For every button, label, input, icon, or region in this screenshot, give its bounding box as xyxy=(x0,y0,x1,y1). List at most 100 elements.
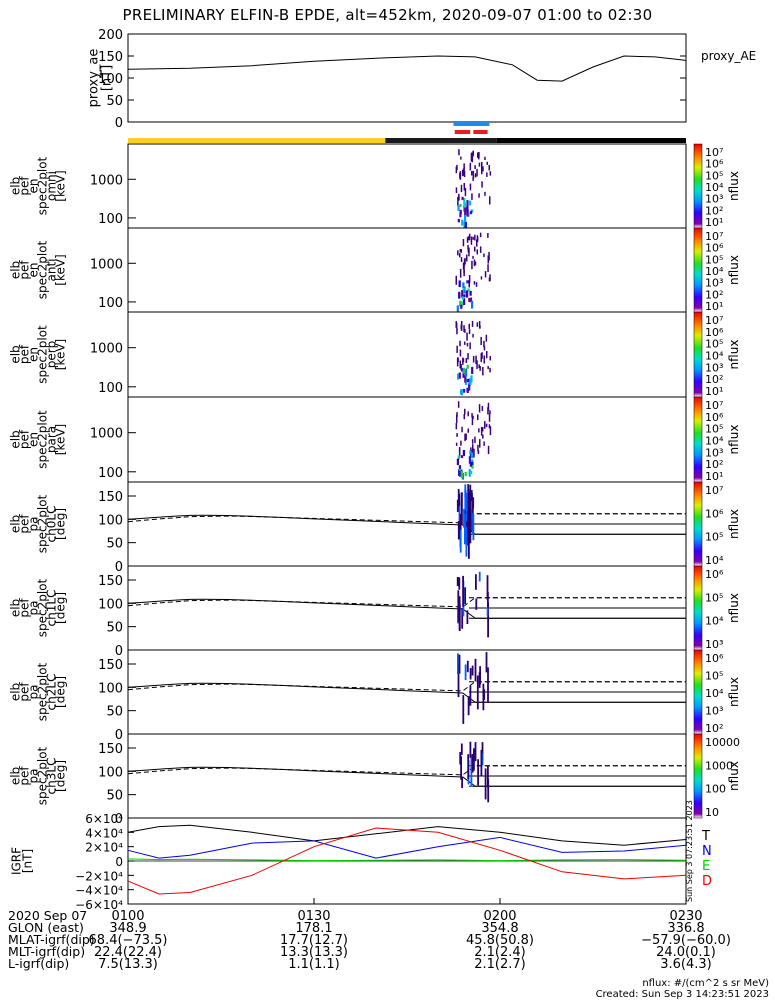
ylabel-line: omni xyxy=(45,171,59,201)
spectrogram-speckle xyxy=(486,172,488,177)
spectrogram-speckle xyxy=(489,356,491,361)
spectrogram-patch xyxy=(460,470,463,478)
pa-flux-streak xyxy=(466,660,469,673)
spectrogram-patch xyxy=(469,200,472,206)
colorbar-elb_pef_en_spec2plot_anti xyxy=(693,227,703,313)
spectrogram-speckle xyxy=(474,436,476,443)
spectrogram-speckle xyxy=(462,239,465,247)
colorbar-tick-label: 10⁶ xyxy=(705,326,724,339)
ylabel-line: ch2LC xyxy=(45,674,59,711)
ylabel-line: elb xyxy=(9,683,23,701)
igrf-series-D xyxy=(127,827,687,895)
spectrogram-speckle xyxy=(460,323,463,331)
status-bar-dark xyxy=(385,138,497,143)
spectrogram-patch xyxy=(464,214,467,222)
spectrogram-speckle xyxy=(478,162,481,167)
pa-flux-streak xyxy=(484,768,487,800)
ylabel-line: pef xyxy=(18,260,32,280)
igrf-series-T xyxy=(127,824,687,846)
pa-flux-streak xyxy=(487,591,489,611)
igrf-tick-label: 2×10⁴ xyxy=(85,841,123,855)
spectrogram-speckle xyxy=(467,353,469,360)
pa-flux-streak xyxy=(457,590,460,623)
ephemeris-value: 3.6(4.3) xyxy=(660,957,712,972)
ylabel-line: pa xyxy=(27,769,41,784)
ephemeris-value: 22.4(22.4) xyxy=(94,945,162,960)
spectrogram-speckle xyxy=(484,156,486,160)
ephemeris-value: 2.1(2.7) xyxy=(474,957,526,972)
ylabel-line: pef xyxy=(18,176,32,196)
colorbar-title-text: nflux xyxy=(727,761,741,791)
colorbar-elb_pef_en_spec2plot_para xyxy=(693,396,703,483)
spectrogram-patch xyxy=(464,221,467,228)
spectrogram-patch xyxy=(460,304,463,309)
spectrogram-speckle xyxy=(464,257,466,265)
ephem-label-mlt: MLT-igrf(dip) xyxy=(8,944,86,959)
spectrogram-patch xyxy=(466,364,469,369)
spectrogram-patch xyxy=(471,461,474,465)
colorbar-tick-label: 10000 xyxy=(705,736,740,749)
spectrogram-speckle xyxy=(475,282,478,287)
ephemeris-value: 2.1(2.4) xyxy=(474,945,526,960)
y-tick-label: 1000 xyxy=(90,257,123,272)
y-tick-label: 50 xyxy=(106,789,123,804)
science-bar-red-2 xyxy=(473,130,488,134)
spectrogram-speckle xyxy=(476,239,478,247)
colorbar-tick-label: 10³ xyxy=(705,446,723,459)
spectrogram-speckle xyxy=(473,281,476,285)
spectrogram-patch xyxy=(463,198,466,206)
pa-flux-streak xyxy=(476,675,479,710)
spectrogram-speckle xyxy=(462,168,465,176)
colorbar-tick-label: 10⁷ xyxy=(705,230,723,243)
spectrogram-patch xyxy=(471,300,474,309)
ephemeris-value: 13.3(13.3) xyxy=(280,945,348,960)
spectrogram-speckle xyxy=(479,366,481,371)
proxy-ae-legend: proxy_AE xyxy=(701,49,757,63)
spectrogram-patch xyxy=(458,372,461,379)
y-tick-label: 0 xyxy=(115,728,123,743)
colorbar-title: nflux xyxy=(727,425,741,455)
spectrogram-speckle xyxy=(489,426,492,436)
spectrogram-speckle xyxy=(471,170,473,176)
panel-frame-elb_pef_en_spec2plot_anti xyxy=(127,227,687,313)
spectrogram-speckle xyxy=(457,196,459,206)
pa-flux-streak xyxy=(486,607,489,616)
colorbar-title-text: nflux xyxy=(727,425,741,455)
colorbar-title-text: nflux xyxy=(727,593,741,623)
spectrogram-speckle xyxy=(483,340,485,347)
spectrogram-patch xyxy=(463,294,466,298)
ephemeris-value: 1.1(1.1) xyxy=(288,957,340,972)
spectrogram-patch xyxy=(469,461,472,467)
panel-frame-elb_pef_en_spec2plot_para xyxy=(127,396,687,483)
spectrogram-speckle xyxy=(468,329,471,335)
ylabel-line: pef xyxy=(18,514,32,534)
proxy-ae-tick-label: 200 xyxy=(98,28,123,43)
igrf-tick-label: −2×10⁴ xyxy=(75,869,123,883)
spectrogram-speckle xyxy=(463,171,466,178)
spectrogram-speckle xyxy=(476,168,478,177)
colorbar-tick-label: 100 xyxy=(705,783,726,796)
ephem-label-date: 2020 Sep 07 xyxy=(8,908,88,923)
pa-flux-streak xyxy=(470,754,473,787)
spectrogram-speckle xyxy=(459,340,461,347)
y-tick-label: 100 xyxy=(98,597,123,612)
spectrogram-speckle xyxy=(472,177,474,181)
spectrogram-patch xyxy=(461,196,464,201)
spectrogram-patch xyxy=(464,375,467,383)
spectrogram-speckle xyxy=(470,152,473,162)
spectrogram-speckle xyxy=(456,345,458,353)
igrf-legend-N: N xyxy=(702,844,712,859)
spectrogram-speckle xyxy=(488,251,490,261)
colorbar-title: nflux xyxy=(727,593,741,623)
spectrogram-speckle xyxy=(480,276,483,280)
y-tick-label: 0 xyxy=(115,560,123,575)
colorbar-tick-label: 10⁴ xyxy=(705,181,724,194)
spectrogram-speckle xyxy=(464,187,467,197)
ephem-label-glon: GLON (east) xyxy=(8,920,84,935)
colorbar-tick-label: 10⁵ xyxy=(705,670,723,683)
spectrogram-speckle xyxy=(455,166,458,174)
spectrogram-speckle xyxy=(466,254,468,262)
spectrogram-patch xyxy=(469,450,472,454)
